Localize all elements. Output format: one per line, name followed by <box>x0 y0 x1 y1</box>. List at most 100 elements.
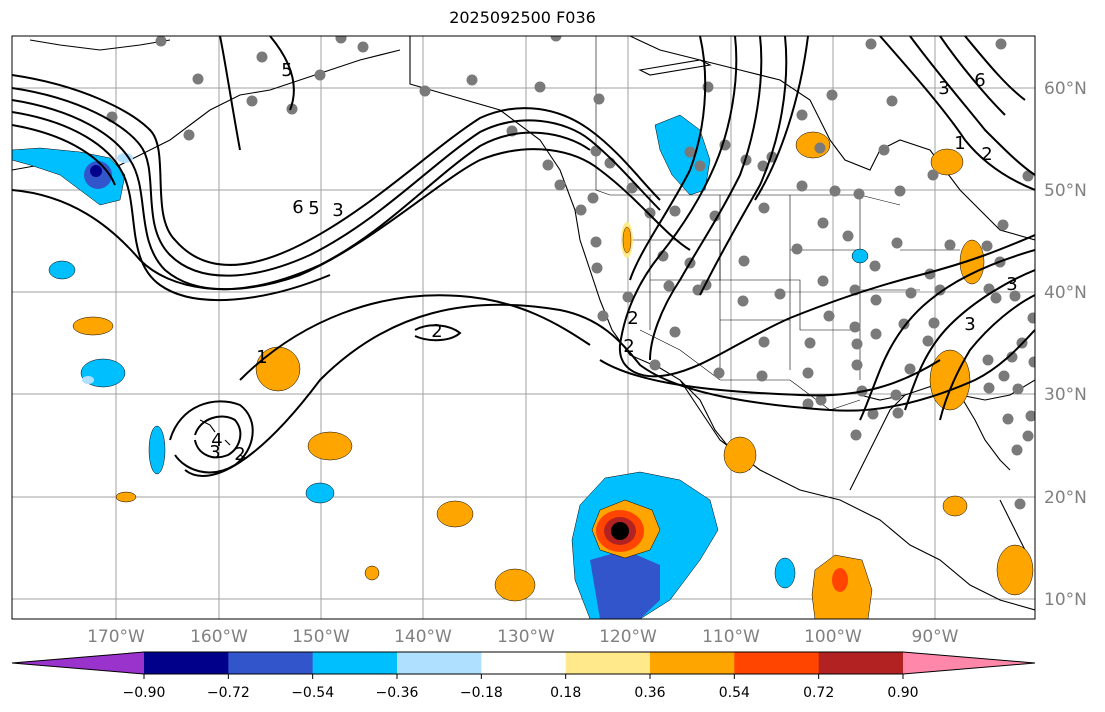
station-dot <box>256 51 268 63</box>
station-dot <box>990 292 1002 304</box>
colorbar-segment <box>734 652 820 674</box>
longitude-label: 140°W <box>394 627 452 647</box>
map-area <box>12 36 1035 619</box>
station-dot <box>1027 312 1035 324</box>
latitude-label: 40°N <box>1044 283 1087 303</box>
longitude-labels: 170°W 160°W 150°W 140°W 130°W 120°W 110°W 100°W… <box>87 627 959 647</box>
colorbar-tick-label: 0.72 <box>803 685 834 701</box>
station-dot <box>898 318 910 330</box>
station-dot <box>183 129 195 141</box>
colorbar-segment <box>228 652 314 674</box>
station-dot <box>850 429 862 441</box>
station-dot <box>817 275 829 287</box>
colorbar <box>11 651 1036 675</box>
station-dot <box>626 182 638 194</box>
station-dot <box>853 188 865 200</box>
contour-label: 2 <box>234 444 245 465</box>
contour-label: 6 <box>974 70 985 91</box>
station-dot <box>802 398 814 410</box>
contour-label: 2 <box>623 336 634 357</box>
station-dot <box>713 367 725 379</box>
station-dot <box>155 36 167 47</box>
contour-label: 6 <box>292 197 303 218</box>
station-dot <box>1028 356 1035 368</box>
colorbar-tick-label: −0.54 <box>291 685 334 701</box>
station-dot <box>823 310 835 322</box>
station-dot <box>890 389 902 401</box>
map-frame <box>11 35 1036 620</box>
longitude-label: 120°W <box>599 627 657 647</box>
longitude-label: 170°W <box>87 627 145 647</box>
latitude-label: 30°N <box>1044 385 1087 405</box>
station-dot <box>944 239 956 251</box>
station-dot <box>934 284 946 296</box>
station-dot <box>550 36 562 42</box>
political-borders <box>595 36 960 411</box>
station-dot <box>1012 383 1024 395</box>
station-dot <box>542 159 554 171</box>
station-dot <box>669 326 681 338</box>
station-dot <box>758 336 770 348</box>
shaded-field <box>12 114 1034 619</box>
station-dot <box>922 335 934 347</box>
colorbar-segment <box>565 652 651 674</box>
station-dot <box>815 394 827 406</box>
colorbar-segment <box>481 652 567 674</box>
station-dot <box>597 310 609 322</box>
station-dot <box>737 295 749 307</box>
station-dot <box>1014 498 1026 510</box>
station-dot <box>997 219 1009 231</box>
station-dot <box>981 240 993 252</box>
station-dot <box>419 85 431 97</box>
contour-label: 5 <box>308 198 319 219</box>
station-dot <box>286 103 298 115</box>
station-dot <box>802 367 814 379</box>
colorbar-tick-label: 0.36 <box>634 685 665 701</box>
contour-label: 3 <box>1006 274 1017 295</box>
station-dot <box>983 382 995 394</box>
contour-label: 3 <box>938 78 949 99</box>
colorbar-segment <box>312 652 398 674</box>
longitude-label: 90°W <box>912 627 959 647</box>
station-dot <box>1009 290 1021 302</box>
colorbar-extend-max <box>903 652 1035 674</box>
station-dot <box>870 294 882 306</box>
contour-label: 3 <box>964 314 975 335</box>
latitude-label: 10°N <box>1044 590 1087 610</box>
longitude-label: 150°W <box>292 627 350 647</box>
station-dot <box>867 408 879 420</box>
station-dot <box>878 144 890 156</box>
contour-label: 4 <box>211 430 222 451</box>
station-dot <box>314 69 326 81</box>
longitude-label: 160°W <box>190 627 248 647</box>
colorbar-tick-label: −0.90 <box>123 685 166 701</box>
colorbar-extend-min <box>12 652 144 674</box>
station-dot <box>709 210 721 222</box>
contour-label: 5 <box>281 60 292 81</box>
contour-label: 2 <box>627 308 638 329</box>
station-dot <box>849 321 861 333</box>
station-dot <box>756 370 768 382</box>
station-dot <box>905 287 917 299</box>
latitude-label: 60°N <box>1044 79 1087 99</box>
longitude-label: 110°W <box>702 627 760 647</box>
station-dot <box>591 262 603 274</box>
station-dot <box>851 338 863 350</box>
station-dot <box>649 359 661 371</box>
latitude-label: 20°N <box>1044 488 1087 508</box>
station-dot <box>774 288 786 300</box>
station-dot <box>842 230 854 242</box>
colorbar-tick-label: −0.18 <box>460 685 503 701</box>
station-dot <box>865 38 877 50</box>
station-dot <box>791 243 803 255</box>
station-dot <box>995 38 1007 50</box>
station-dot <box>894 185 906 197</box>
colorbar-segment <box>650 652 735 674</box>
longitude-label: 130°W <box>497 627 555 647</box>
station-dot <box>982 354 994 366</box>
station-dot <box>1025 410 1035 422</box>
station-dot <box>851 359 863 371</box>
station-dot <box>904 363 916 375</box>
contour-lines <box>12 36 1035 477</box>
